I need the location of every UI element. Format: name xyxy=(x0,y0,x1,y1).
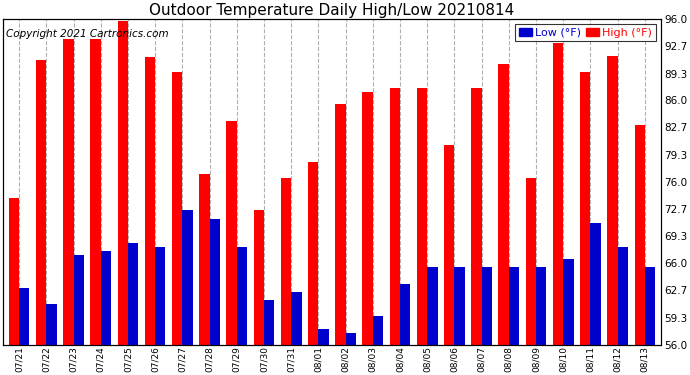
Bar xyxy=(526,178,536,375)
Bar xyxy=(444,145,455,375)
Bar xyxy=(281,178,291,375)
Text: Copyright 2021 Cartronics.com: Copyright 2021 Cartronics.com xyxy=(6,29,168,39)
Bar xyxy=(9,198,19,375)
Bar xyxy=(210,219,220,375)
Legend: Low (°F), High (°F): Low (°F), High (°F) xyxy=(515,24,655,41)
Bar xyxy=(199,174,210,375)
Bar xyxy=(373,316,383,375)
Bar xyxy=(417,88,427,375)
Bar xyxy=(90,39,101,375)
Bar xyxy=(455,267,465,375)
Bar xyxy=(46,304,57,375)
Bar xyxy=(536,267,546,375)
Bar xyxy=(400,284,411,375)
Bar xyxy=(128,243,138,375)
Bar xyxy=(74,255,84,375)
Bar xyxy=(362,92,373,375)
Bar xyxy=(482,267,492,375)
Title: Outdoor Temperature Daily High/Low 20210814: Outdoor Temperature Daily High/Low 20210… xyxy=(149,3,515,18)
Bar xyxy=(19,288,30,375)
Bar xyxy=(335,105,346,375)
Bar xyxy=(390,88,400,375)
Bar xyxy=(645,267,656,375)
Bar xyxy=(563,259,573,375)
Bar xyxy=(155,247,166,375)
Bar xyxy=(264,300,275,375)
Bar xyxy=(63,39,74,375)
Bar xyxy=(607,56,618,375)
Bar xyxy=(291,292,302,375)
Bar xyxy=(471,88,482,375)
Bar xyxy=(172,72,182,375)
Bar xyxy=(101,251,111,375)
Bar xyxy=(498,64,509,375)
Bar xyxy=(254,210,264,375)
Bar xyxy=(318,328,328,375)
Bar xyxy=(591,223,601,375)
Bar xyxy=(237,247,247,375)
Bar xyxy=(36,60,46,375)
Bar xyxy=(618,247,628,375)
Bar xyxy=(509,267,519,375)
Bar xyxy=(346,333,356,375)
Bar xyxy=(427,267,437,375)
Bar xyxy=(553,44,563,375)
Bar xyxy=(145,57,155,375)
Bar xyxy=(580,72,591,375)
Bar xyxy=(308,162,318,375)
Bar xyxy=(182,210,193,375)
Bar xyxy=(226,121,237,375)
Bar xyxy=(117,21,128,375)
Bar xyxy=(635,125,645,375)
